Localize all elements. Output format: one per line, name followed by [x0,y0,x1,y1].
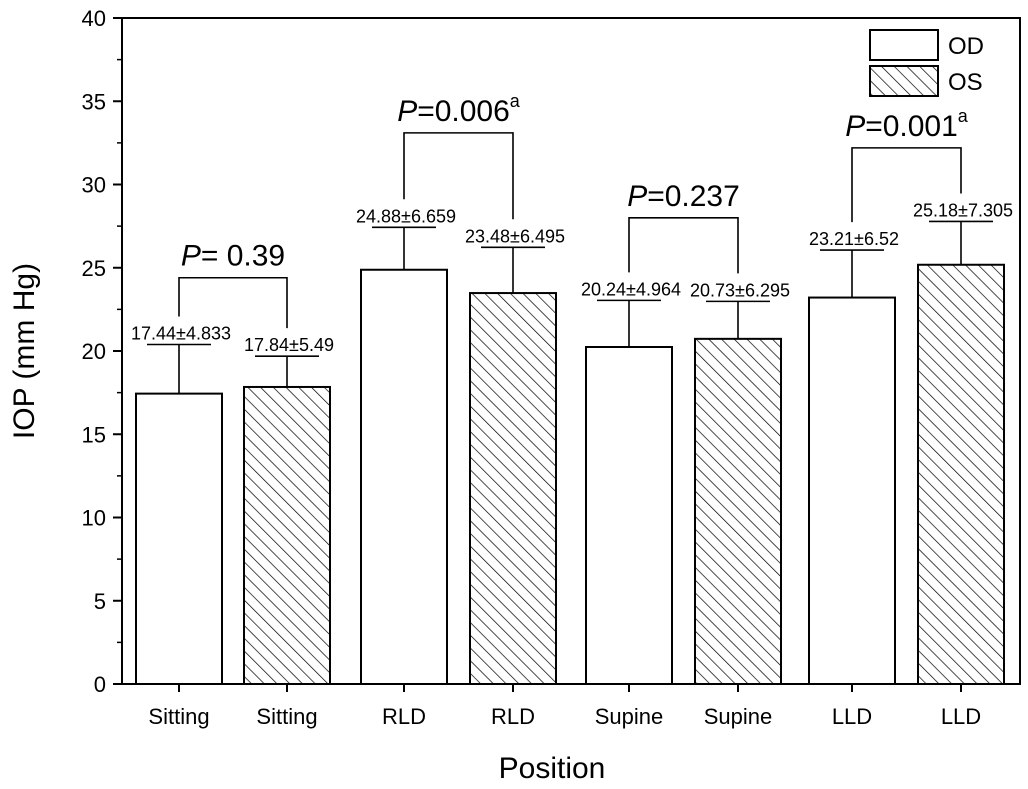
bar-value-label: 17.44±4.833 [131,324,231,344]
y-tick-label: 10 [82,506,106,531]
bar-od [360,268,448,685]
bar-value-label: 20.24±4.964 [581,279,681,299]
bar-od [585,346,673,685]
p-value: =0.006 [417,95,510,128]
p-value-label: P=0.237 [627,180,740,213]
bar-value-label: 20.73±6.295 [690,280,790,300]
y-axis-title: IOP (mm Hg) [8,263,41,439]
bar-os [243,385,331,685]
p-value-superscript: a [958,106,969,126]
legend-label-od: OD [948,33,984,60]
p-symbol: P [397,95,417,128]
y-tick-label: 5 [94,589,106,614]
p-value-superscript: a [510,91,521,111]
bar-od [135,392,223,685]
bar-value-label: 17.84±5.49 [244,335,334,355]
y-tick-label: 40 [82,6,106,31]
bar-os [917,263,1005,685]
x-tick-label: Sitting [256,704,317,729]
p-symbol: P [627,180,647,213]
y-tick-label: 20 [82,339,106,364]
p-value: =0.001 [865,110,958,143]
p-value-label: P=0.001a [845,106,969,143]
x-tick-label: Supine [704,704,773,729]
bar-value-label: 25.18±7.305 [913,200,1013,220]
y-tick-label: 35 [82,89,106,114]
significance-bracket [628,217,739,274]
y-tick-label: 0 [94,672,106,697]
bar-od [808,296,896,685]
p-value: = 0.39 [201,240,285,273]
significance-bracket [403,132,514,220]
bar-value-label: 23.48±6.495 [465,226,565,246]
significance-bracket [178,276,288,329]
bar-value-label: 23.21±6.52 [809,229,899,249]
y-tick-label: 15 [82,422,106,447]
x-tick-label: LLD [941,704,981,729]
y-tick-label: 25 [82,256,106,281]
x-tick-label: LLD [832,704,872,729]
significance-bracket [851,147,962,223]
x-tick-label: Sitting [148,704,209,729]
bar-os [469,292,557,685]
bar-os [694,337,782,685]
x-axis-title: Position [499,752,606,785]
x-tick-label: RLD [491,704,535,729]
p-symbol: P [181,240,201,273]
x-tick-label: Supine [595,704,664,729]
p-value-label: P=0.006a [397,91,521,128]
x-tick-label: RLD [382,704,426,729]
legend-label-os: OS [948,69,983,96]
p-symbol: P [845,110,865,143]
y-tick-label: 30 [82,173,106,198]
bar-value-label: 24.88±6.659 [356,206,456,226]
legend-swatch-od [869,29,939,61]
p-value: =0.237 [647,180,740,213]
legend-swatch-os [869,65,939,97]
p-value-label: P= 0.39 [181,240,285,273]
